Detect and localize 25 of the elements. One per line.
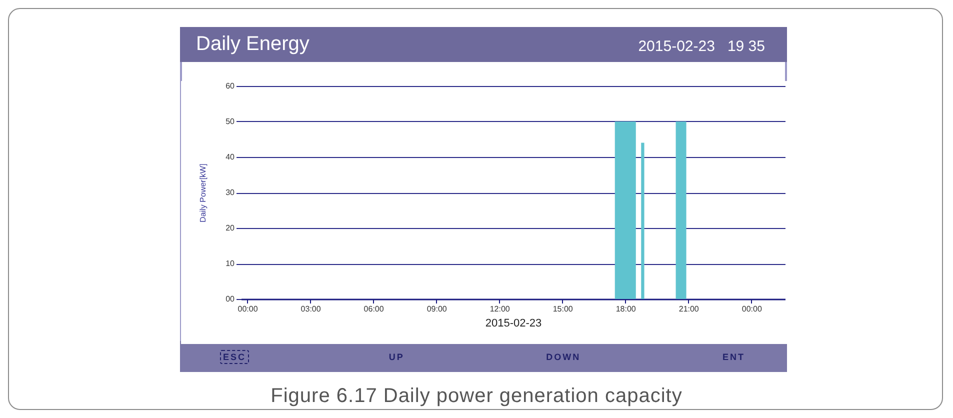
y-tick-label: 50 [226, 117, 236, 126]
x-tick-label: 09:00 [426, 304, 448, 314]
y-tick-label: 20 [226, 224, 236, 232]
text: ENT [721, 350, 746, 362]
text: ESC [220, 350, 250, 364]
text: DOWN [545, 350, 582, 362]
y-tick-label: 00 [226, 294, 236, 304]
x-tick-label: 12:00 [490, 304, 510, 314]
x-tick-label: 03:00 [300, 304, 322, 314]
chart-subtitle: 2015-02-23 19 35 [638, 38, 765, 55]
y-tick-label: 10 [226, 259, 236, 268]
x-tick-label: 18:00 [616, 304, 636, 314]
y-axis-title: Daily Power[kW] [198, 164, 208, 222]
x-tick-label: 06:00 [364, 304, 384, 314]
y-tick-label: 30 [226, 188, 236, 197]
y-tick-label: 40 [226, 152, 236, 162]
chart-title: Daily Energy [196, 33, 310, 56]
x-axis-title: 2015-02-23 [485, 318, 542, 330]
y-tick-label: 60 [226, 82, 236, 90]
text: UP [388, 350, 406, 362]
x-tick-label: 00:00 [238, 304, 258, 314]
caption: Figure 6.17 Daily power generation capacity [270, 385, 684, 408]
x-tick-label: 15:00 [552, 304, 574, 314]
x-tick-label: 21:00 [678, 304, 700, 314]
x-tick-label: 00:00 [742, 304, 762, 314]
